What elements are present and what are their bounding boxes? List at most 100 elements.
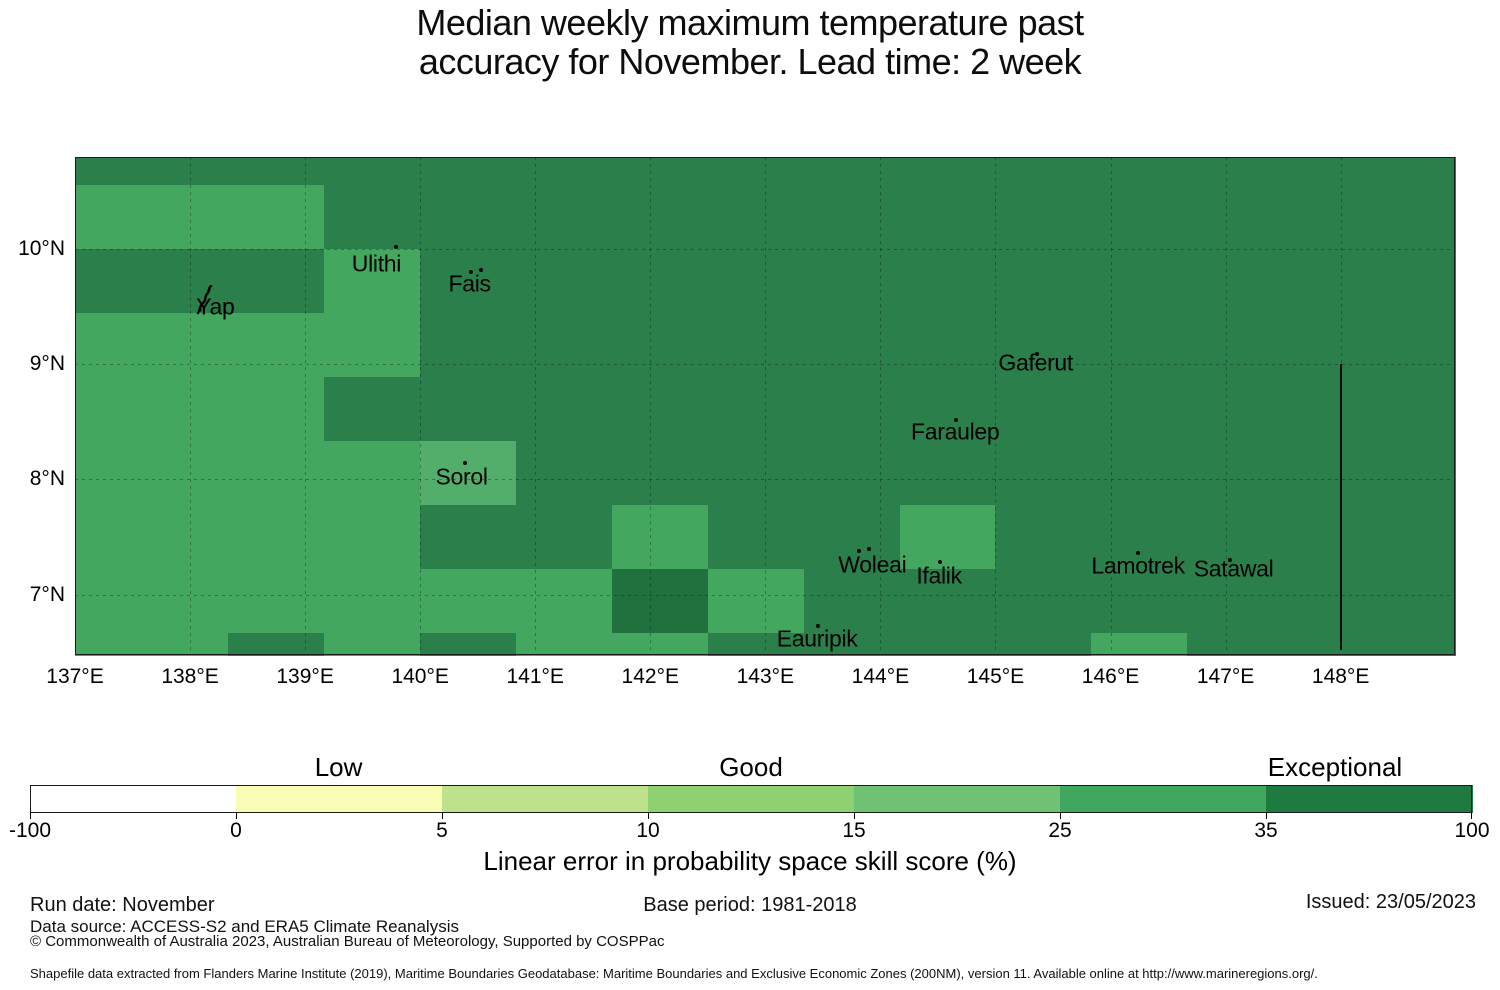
- map-grid-cell: [420, 377, 517, 442]
- maritime-boundary-line: [1339, 364, 1342, 651]
- yap-island-outline: [194, 284, 216, 320]
- map-grid-cell: [1378, 441, 1456, 506]
- colorbar-tick: [1266, 813, 1267, 819]
- island-marker-dot: [866, 546, 871, 551]
- map-grid-cell: [899, 248, 997, 314]
- colorbar-tick: [236, 813, 237, 819]
- colorbar-axis-label: Linear error in probability space skill …: [483, 846, 1017, 876]
- map-grid-cell: [1378, 569, 1456, 634]
- colorbar-tick: [1060, 813, 1061, 819]
- map-grid-cell: [611, 569, 709, 634]
- colorbar-region-label: Exceptional: [1267, 752, 1403, 782]
- x-tick-label: 141°E: [506, 665, 564, 688]
- copyright-text: © Commonwealth of Australia 2023, Austra…: [30, 933, 665, 950]
- colorbar-region-label: Good: [719, 752, 783, 782]
- colorbar-tick-label: -100: [8, 819, 52, 842]
- map-grid-cell: [995, 505, 1092, 570]
- map-grid-cell: [1187, 441, 1284, 506]
- map-grid-cell: [899, 184, 997, 250]
- map-grid-cell: [1091, 157, 1188, 186]
- longitude-gridline: [1110, 157, 1112, 655]
- map-grid-cell: [420, 313, 517, 378]
- map-grid-cell: [995, 248, 1092, 314]
- map-grid-cell: [995, 633, 1092, 656]
- map-grid-cell: [995, 441, 1092, 506]
- map-grid-cell: [516, 441, 613, 506]
- map-grid-cell: [707, 569, 805, 634]
- longitude-gridline: [535, 157, 537, 655]
- map-grid-cell: [1283, 441, 1380, 506]
- island-marker-dot: [954, 417, 959, 422]
- y-tick-label: 8°N: [29, 467, 65, 491]
- x-tick-label: 146°E: [1081, 665, 1140, 688]
- colorbar-segment: [648, 785, 855, 813]
- map-grid-cell: [1283, 633, 1380, 656]
- map-grid-cell: [132, 157, 229, 186]
- island-marker-dot: [468, 270, 473, 275]
- map-grid-cell: [324, 184, 421, 250]
- map-grid-cell: [1091, 313, 1188, 378]
- map-grid-cell: [1187, 569, 1284, 634]
- map-grid-cell: [516, 313, 613, 378]
- map-grid-cell: [611, 313, 709, 378]
- colorbar-tick-label: 35: [1254, 819, 1278, 842]
- map-grid-cell: [420, 633, 517, 656]
- map-grid-cell: [1187, 313, 1284, 378]
- island-label: Sorol: [435, 463, 488, 490]
- map-grid-cell: [132, 569, 229, 634]
- map-grid-cell: [420, 184, 517, 250]
- map-grid-cell: [420, 569, 517, 634]
- island-label: Ulithi: [351, 250, 402, 277]
- map-grid-cell: [132, 441, 229, 506]
- island-label: Ifalik: [916, 562, 962, 589]
- map-grid-cell: [420, 505, 517, 570]
- map-grid-cell: [228, 505, 325, 570]
- colorbar-tick: [442, 813, 443, 819]
- colorbar: -100 0 5 10 15 25 35 100 Low Good Exceptional: [9, 752, 1490, 842]
- map-grid-cell: [228, 184, 325, 250]
- colorbar-tick-label: 100: [1454, 819, 1490, 842]
- map-grid-cell: [1378, 184, 1456, 250]
- map-grid-cell: [420, 248, 517, 314]
- map-grid-cell: [75, 157, 134, 186]
- colorbar-tick-label: 15: [842, 819, 866, 842]
- island-label: Satawal: [1193, 555, 1274, 582]
- x-tick-label: 137°E: [46, 665, 104, 688]
- map-grid-cell: [75, 313, 134, 378]
- map-grid-cell: [132, 377, 229, 442]
- colorbar-region-label: Low: [314, 752, 363, 782]
- latitude-gridline: [75, 364, 1455, 366]
- map-grid-cell: [899, 633, 997, 656]
- longitude-gridline: [420, 157, 422, 655]
- x-tick-label: 143°E: [736, 665, 795, 688]
- longitude-gridline: [650, 157, 652, 655]
- data-source-text: Data source: ACCESS-S2 and ERA5 Climate …: [30, 917, 459, 936]
- colorbar-tick: [648, 813, 649, 819]
- map-grid-cell: [707, 505, 805, 570]
- map-grid-cell: [707, 313, 805, 378]
- map-grid-cell: [324, 633, 421, 656]
- colorbar-segment: [854, 785, 1061, 813]
- map-grid-cell: [803, 569, 901, 634]
- map-grid-cell: [611, 633, 709, 656]
- map-grid-cell: [1187, 505, 1284, 570]
- map-grid-cell: [75, 505, 134, 570]
- y-tick-label: 7°N: [29, 582, 65, 606]
- map-grid-cell: [1378, 633, 1456, 656]
- map-grid-cell: [995, 313, 1092, 378]
- map-grid-cell: [707, 157, 805, 186]
- map-grid-cell: [324, 313, 421, 378]
- x-tick-label: 145°E: [966, 665, 1025, 688]
- latitude-gridline: [75, 248, 1455, 250]
- map-grid-cell: [899, 377, 997, 442]
- map-grid-cell: [228, 377, 325, 442]
- map-grid-cell: [899, 569, 997, 634]
- map-grid-cell: [899, 157, 997, 186]
- map-grid-cell: [228, 157, 325, 186]
- longitude-gridline: [1225, 157, 1227, 655]
- colorbar-segment: [442, 785, 649, 813]
- map-grid-cell: [803, 313, 901, 378]
- map-grid-cell: [324, 441, 421, 506]
- map-grid-cell: [707, 248, 805, 314]
